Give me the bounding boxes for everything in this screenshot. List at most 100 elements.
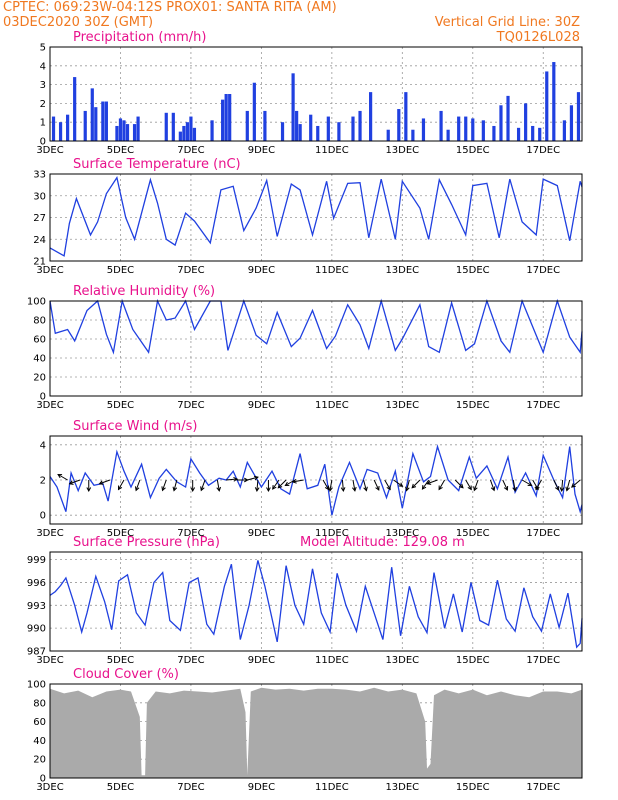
wind-arrow <box>393 479 403 487</box>
precip-bar <box>351 116 355 141</box>
panel-frame <box>49 435 583 525</box>
precip-bar <box>506 95 510 141</box>
precip-bar <box>545 71 549 141</box>
precip-bar <box>291 73 295 141</box>
x-tick-label: 13DEC <box>385 782 419 793</box>
precip-bar <box>492 125 496 141</box>
wind-arrow <box>521 479 532 486</box>
precip-bar <box>245 110 249 141</box>
y-tick-label: 30 <box>33 191 46 202</box>
header-station-line: CPTEC: 069:23W-04:12S PROX01: SANTA RITA… <box>3 0 337 15</box>
wind-arrow-head <box>438 485 443 491</box>
x-tick-label: 9DEC <box>248 400 275 411</box>
precip-bar <box>136 116 140 141</box>
x-tick-label: 3DEC <box>36 265 63 276</box>
x-tick-label: 13DEC <box>385 265 419 276</box>
precip-bar <box>189 116 193 141</box>
precip-bar <box>66 114 70 141</box>
precip-bar <box>221 99 225 141</box>
wind-arrow <box>216 479 220 491</box>
y-tick-label: 80 <box>33 316 46 327</box>
precip-bar <box>569 105 574 141</box>
panel-annotation: Model Altitude: 129.08 m <box>300 535 465 550</box>
wind-arrow <box>285 479 296 486</box>
y-tick-label: 990 <box>27 624 46 635</box>
precip-bar <box>316 125 320 141</box>
wind-arrow-head <box>190 487 196 493</box>
wind-arrow <box>489 479 495 491</box>
wind-arrow-head <box>527 481 533 487</box>
y-tick-label: 0 <box>40 137 46 148</box>
wind-arrow-head <box>490 486 496 492</box>
x-tick-label: 7DEC <box>177 528 204 539</box>
header-grid-line-note: Vertical Grid Line: 30Z <box>434 15 580 30</box>
x-tick-label: 5DEC <box>107 528 134 539</box>
panel-title: Precipitation (mm/h) <box>73 30 206 45</box>
x-tick-label: 5DEC <box>107 782 134 793</box>
wind-arrow-head <box>421 484 427 490</box>
x-tick-label: 7DEC <box>177 400 204 411</box>
x-tick-label: 7DEC <box>177 145 204 156</box>
wind-arrow-head <box>458 483 464 489</box>
precip-bar <box>58 122 63 141</box>
precip-bar <box>358 110 362 141</box>
panel-title: Relative Humidity (%) <box>73 284 215 299</box>
precip-bar <box>192 127 197 141</box>
wind-arrow-head <box>503 485 509 491</box>
x-tick-label: 5DEC <box>107 265 134 276</box>
wind-arrow <box>438 479 446 490</box>
wind-arrow <box>226 478 238 481</box>
x-tick-label: 15DEC <box>456 145 490 156</box>
wind-arrow <box>473 479 479 491</box>
y-tick-label: 100 <box>27 680 46 691</box>
wind-arrow <box>454 479 464 489</box>
precip-bar <box>516 127 521 141</box>
wind-arrow-head <box>473 486 478 492</box>
x-tick-label: 11DEC <box>315 265 349 276</box>
wind-arrow-head <box>117 485 123 491</box>
panel-title: Surface Pressure (hPa) <box>73 535 220 550</box>
precip-bar <box>386 129 390 141</box>
wind-arrow-head <box>253 475 259 481</box>
y-tick-label: 5 <box>40 43 46 54</box>
precip-bar <box>298 124 302 141</box>
x-tick-label: 9DEC <box>248 265 275 276</box>
wind-arrow-head <box>559 487 565 492</box>
series-line <box>49 298 583 355</box>
wind-arrow <box>571 479 581 488</box>
wind-arrow <box>329 479 333 491</box>
wind-arrow <box>200 479 206 491</box>
wind-arrow-head <box>352 486 357 492</box>
precip-bar <box>411 129 415 141</box>
x-tick-label: 9DEC <box>248 528 275 539</box>
x-tick-label: 17DEC <box>526 655 560 666</box>
precip-bar <box>185 122 190 141</box>
x-tick-label: 11DEC <box>315 400 349 411</box>
precip-bar <box>118 118 123 141</box>
wind-arrow <box>292 479 304 483</box>
precip-bar <box>280 122 285 141</box>
wind-arrow <box>561 479 564 492</box>
precip-bar <box>404 92 408 141</box>
wind-arrow-head <box>324 485 330 491</box>
wind-arrow-head <box>571 483 576 488</box>
wind-arrow <box>373 479 380 491</box>
panel-frame <box>49 683 583 779</box>
wind-arrow-head <box>172 486 178 492</box>
series-line <box>49 444 583 516</box>
wind-arrow <box>69 479 81 485</box>
precip-bar <box>90 88 94 141</box>
wind-arrow-head <box>554 485 560 491</box>
x-tick-label: 17DEC <box>526 145 560 156</box>
precip-bar <box>576 92 581 141</box>
y-tick-label: 1 <box>40 118 46 129</box>
wind-arrow-head <box>161 486 166 492</box>
x-tick-label: 3DEC <box>36 782 63 793</box>
x-tick-label: 17DEC <box>526 528 560 539</box>
wind-arrow-head <box>386 485 391 491</box>
wind-arrow-head <box>57 473 63 479</box>
precip-bar <box>295 110 299 141</box>
precip-bar <box>369 92 373 141</box>
x-tick-label: 15DEC <box>456 655 490 666</box>
precip-bar <box>499 105 503 141</box>
